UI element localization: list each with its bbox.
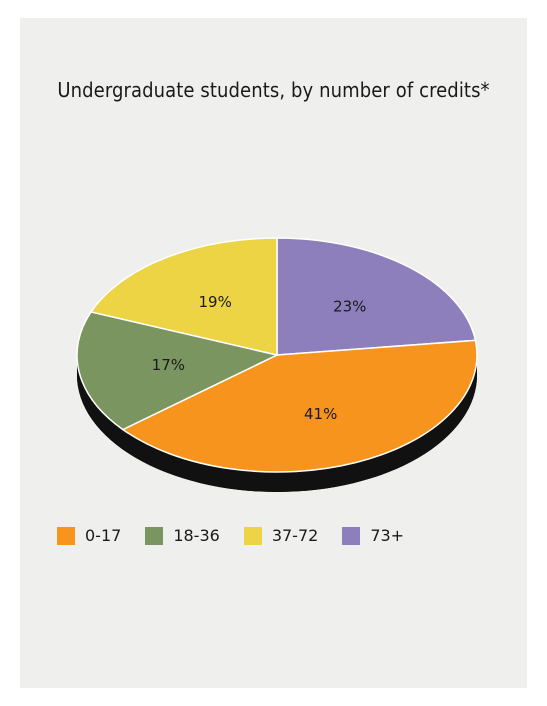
legend-item-37-72: 37-72 (243, 526, 319, 545)
legend-label: 73+ (370, 526, 405, 545)
pie-slices (76, 237, 478, 473)
pie-labels: 23% 41% 17% 19% (152, 293, 367, 423)
legend-item-73+: 73+ (342, 526, 404, 545)
legend-swatch (243, 526, 262, 545)
legend: 0-17 18-36 37-72 73+ (57, 526, 428, 545)
legend-swatch (342, 526, 361, 545)
pie-slice-73+ (276, 237, 477, 356)
legend-label: 0-17 (85, 526, 122, 545)
legend-label: 18-36 (173, 526, 220, 545)
legend-label: 37-72 (271, 526, 319, 545)
legend-item-18-36: 18-36 (145, 526, 220, 545)
legend-item-0-17: 0-17 (57, 526, 121, 545)
slice-label-0-17: 41% (304, 405, 337, 423)
chart-title: Undergraduate students, by number of cre… (57, 78, 490, 102)
pie-slice-18-36 (76, 311, 280, 431)
slice-label-18-36: 17% (152, 356, 185, 374)
legend-swatch (57, 526, 75, 545)
legend-swatch (145, 526, 164, 545)
pie-slice-0-17 (121, 339, 478, 473)
pie-slice-37-72 (89, 237, 278, 356)
slice-label-73+: 23% (333, 298, 366, 316)
slice-label-37-72: 19% (198, 293, 231, 311)
